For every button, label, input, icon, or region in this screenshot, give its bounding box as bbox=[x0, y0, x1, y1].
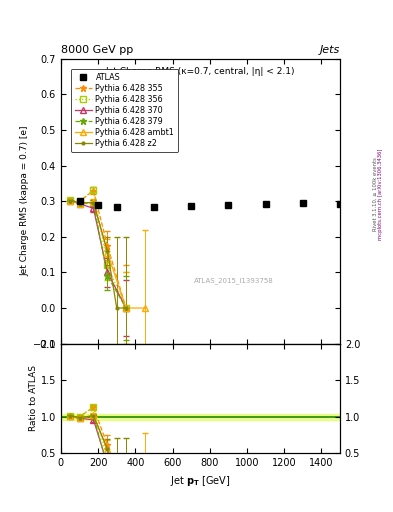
Y-axis label: Jet Charge RMS (kappa = 0.7) [e]: Jet Charge RMS (kappa = 0.7) [e] bbox=[21, 126, 30, 276]
Text: Jet Charge RMS (κ=0.7, central, |η| < 2.1): Jet Charge RMS (κ=0.7, central, |η| < 2.… bbox=[106, 68, 295, 76]
Text: Jets: Jets bbox=[320, 45, 340, 55]
Legend: ATLAS, Pythia 6.428 355, Pythia 6.428 356, Pythia 6.428 370, Pythia 6.428 379, P: ATLAS, Pythia 6.428 355, Pythia 6.428 35… bbox=[70, 69, 178, 152]
Text: ATLAS_2015_I1393758: ATLAS_2015_I1393758 bbox=[194, 278, 274, 284]
X-axis label: Jet $\mathbf{p_T}$ [GeV]: Jet $\mathbf{p_T}$ [GeV] bbox=[170, 474, 231, 487]
Text: 8000 GeV pp: 8000 GeV pp bbox=[61, 45, 133, 55]
Text: Rivet 3.1.10, ≥ 100k events: Rivet 3.1.10, ≥ 100k events bbox=[373, 158, 378, 231]
Y-axis label: Ratio to ATLAS: Ratio to ATLAS bbox=[29, 366, 38, 432]
Text: mcplots.cern.ch [arXiv:1306.3436]: mcplots.cern.ch [arXiv:1306.3436] bbox=[378, 149, 383, 240]
